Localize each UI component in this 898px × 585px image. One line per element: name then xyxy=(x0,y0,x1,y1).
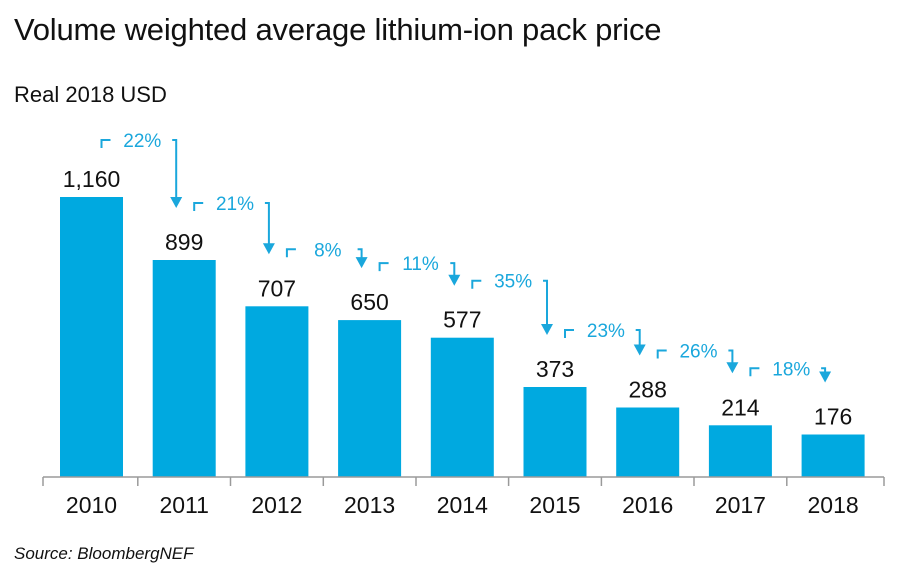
bar-2010 xyxy=(60,197,123,477)
bracket-right xyxy=(172,139,178,199)
bar-2012 xyxy=(245,306,309,477)
arrow-down-icon xyxy=(355,257,368,269)
change-label-2013-2014: 11% xyxy=(402,254,439,275)
x-tick-label-2010: 2010 xyxy=(66,492,117,518)
value-labels: 1,160 899 707 650 577 373 288 214 176 xyxy=(63,166,853,430)
bracket-left xyxy=(749,367,760,377)
bracket-right xyxy=(450,262,456,277)
x-tick-label-2016: 2016 xyxy=(622,492,673,518)
value-label-2011: 899 xyxy=(165,229,203,255)
chart-source: Source: BloombergNEF xyxy=(14,544,194,563)
change-label-2010-2011: 22% xyxy=(123,131,161,152)
bar-2018 xyxy=(801,434,865,477)
change-label-2012-2013: 8% xyxy=(314,240,342,261)
value-label-2017: 214 xyxy=(721,394,760,420)
bar-chart: 2010 2011 2012 2013 2014 2015 2016 2017 2018 1,1… xyxy=(42,131,885,518)
bracket-right xyxy=(635,329,641,347)
bar-2015 xyxy=(523,387,587,477)
arrow-down-icon xyxy=(819,371,832,383)
change-annotation-2015-2016: 23% xyxy=(564,321,646,356)
change-label-2014-2015: 35% xyxy=(494,272,532,293)
bracket-left xyxy=(378,262,389,272)
chart-title: Volume weighted average lithium-ion pack… xyxy=(14,12,662,47)
bracket-right xyxy=(264,202,270,246)
bar-2016 xyxy=(616,407,680,477)
change-label-2016-2017: 26% xyxy=(679,342,717,363)
change-label-2017-2018: 18% xyxy=(772,359,810,380)
value-label-2016: 288 xyxy=(629,377,667,403)
change-label-2011-2012: 21% xyxy=(216,194,254,215)
change-annotation-2012-2013: 8% xyxy=(285,240,368,269)
bracket-left xyxy=(193,202,204,211)
change-annotation-2014-2015: 35% xyxy=(471,272,553,335)
change-annotation-2017-2018: 18% xyxy=(749,359,832,383)
x-tick-label-2011: 2011 xyxy=(159,492,208,518)
value-label-2013: 650 xyxy=(350,289,388,315)
arrow-down-icon xyxy=(633,344,646,356)
x-tick-label-2014: 2014 xyxy=(437,492,488,518)
change-label-2015-2016: 23% xyxy=(587,321,625,342)
x-tick-label-2017: 2017 xyxy=(715,492,766,518)
bracket-right xyxy=(728,349,734,365)
bracket-left xyxy=(100,139,111,148)
value-label-2010: 1,160 xyxy=(63,166,121,192)
change-annotation-2011-2012: 21% xyxy=(193,194,275,255)
value-label-2018: 176 xyxy=(814,404,852,430)
arrow-down-icon xyxy=(541,324,553,335)
change-annotation-2010-2011: 22% xyxy=(100,131,183,208)
x-tick-label-2015: 2015 xyxy=(529,492,580,518)
value-label-2014: 577 xyxy=(443,307,481,333)
arrow-down-icon xyxy=(448,274,461,286)
value-label-2015: 373 xyxy=(536,356,574,382)
arrow-down-icon xyxy=(726,362,739,374)
arrow-down-icon xyxy=(262,243,275,255)
change-annotations: 22% 21% 8% 11% 35% 23% 26% 18% xyxy=(100,131,832,383)
change-annotation-2016-2017: 26% xyxy=(656,342,739,374)
bars-layer xyxy=(60,197,865,477)
x-tick-label-2013: 2013 xyxy=(344,492,395,518)
arrow-down-icon xyxy=(170,197,183,208)
bracket-left xyxy=(471,279,482,289)
x-axis: 2010 2011 2012 2013 2014 2015 2016 2017 2018 xyxy=(42,476,885,518)
bar-2013 xyxy=(338,320,402,477)
x-tick-label-2018: 2018 xyxy=(808,492,859,518)
bracket-right xyxy=(357,248,363,260)
x-tick-label-2012: 2012 xyxy=(251,492,302,518)
bracket-left xyxy=(656,349,667,359)
chart-subtitle: Real 2018 USD xyxy=(14,82,167,107)
change-annotation-2013-2014: 11% xyxy=(378,254,461,286)
bracket-left xyxy=(564,329,574,338)
bracket-right xyxy=(543,279,548,326)
value-label-2012: 707 xyxy=(258,275,296,301)
bar-2011 xyxy=(152,260,216,477)
bracket-left xyxy=(285,248,296,258)
bar-2014 xyxy=(430,337,494,477)
bar-2017 xyxy=(708,425,772,477)
